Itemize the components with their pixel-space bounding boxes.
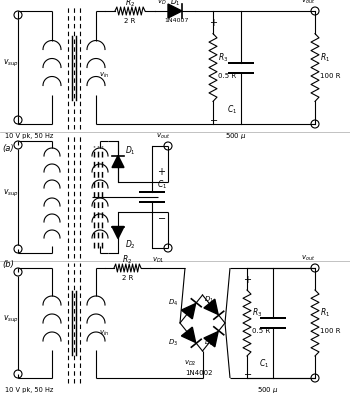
Text: +: + [209, 18, 217, 28]
Text: 10 V pk, 50 Hz: 10 V pk, 50 Hz [5, 387, 53, 393]
Text: $D_4$: $D_4$ [168, 298, 178, 308]
Polygon shape [181, 304, 196, 319]
Text: $v_{out}$: $v_{out}$ [301, 253, 315, 263]
Text: $v_{D2}$: $v_{D2}$ [184, 358, 197, 367]
Text: 2 R: 2 R [122, 275, 133, 281]
Text: $v_{sup}$: $v_{sup}$ [3, 314, 19, 325]
Text: $D_2$: $D_2$ [204, 338, 215, 348]
Text: $v_{sup}$: $v_{sup}$ [3, 187, 19, 198]
Text: (a): (a) [2, 143, 14, 152]
Text: 100 R: 100 R [320, 328, 341, 334]
Text: $D_2$: $D_2$ [125, 239, 136, 251]
Text: 1N4002: 1N4002 [185, 370, 212, 376]
Text: $D_1$: $D_1$ [170, 0, 180, 8]
Text: 500 $\mu$: 500 $\mu$ [257, 385, 279, 395]
Text: 1N4007: 1N4007 [165, 19, 189, 23]
Text: $-$: $-$ [209, 114, 218, 124]
Text: $v_{out}$: $v_{out}$ [156, 131, 170, 141]
Text: $C_1$: $C_1$ [157, 179, 167, 191]
Text: 100 R: 100 R [320, 72, 341, 78]
Text: $C_1$: $C_1$ [259, 358, 269, 370]
Polygon shape [112, 156, 124, 168]
Text: $v_{in}$: $v_{in}$ [99, 328, 109, 338]
Text: 10 V pk, 50 Hz: 10 V pk, 50 Hz [5, 133, 53, 139]
Text: $D_1$: $D_1$ [125, 145, 136, 157]
Text: $v_{sup}$: $v_{sup}$ [3, 58, 19, 69]
Polygon shape [181, 327, 196, 343]
Polygon shape [204, 299, 218, 314]
Text: $R_1$: $R_1$ [320, 51, 330, 64]
Text: $D_1$: $D_1$ [204, 295, 215, 305]
Text: 0.5 R: 0.5 R [252, 328, 270, 334]
Text: $D_3$: $D_3$ [168, 338, 178, 348]
Text: $R_2$: $R_2$ [122, 254, 133, 266]
Text: $v_{out}$: $v_{out}$ [301, 0, 315, 6]
Text: +: + [157, 167, 165, 177]
Text: +: + [243, 275, 251, 285]
Text: 2 R: 2 R [124, 18, 136, 24]
Text: $v_{in}$: $v_{in}$ [99, 71, 109, 80]
Text: $v_{D1}$: $v_{D1}$ [152, 255, 164, 265]
Polygon shape [168, 4, 182, 18]
Text: $-$: $-$ [243, 368, 252, 378]
Text: $C_1$: $C_1$ [227, 104, 237, 116]
Polygon shape [112, 227, 124, 238]
Text: $R_1$: $R_1$ [320, 307, 330, 319]
Text: $v_D$: $v_D$ [157, 0, 167, 7]
Text: $R_3$: $R_3$ [252, 307, 262, 319]
Text: $R_2$: $R_2$ [125, 0, 135, 9]
Text: (b): (b) [2, 261, 14, 270]
Text: $R_3$: $R_3$ [218, 51, 228, 64]
Text: $-$: $-$ [157, 212, 166, 222]
Polygon shape [204, 331, 218, 347]
Text: 500 $\mu$: 500 $\mu$ [225, 131, 247, 141]
Text: 0.5 R: 0.5 R [218, 72, 236, 78]
